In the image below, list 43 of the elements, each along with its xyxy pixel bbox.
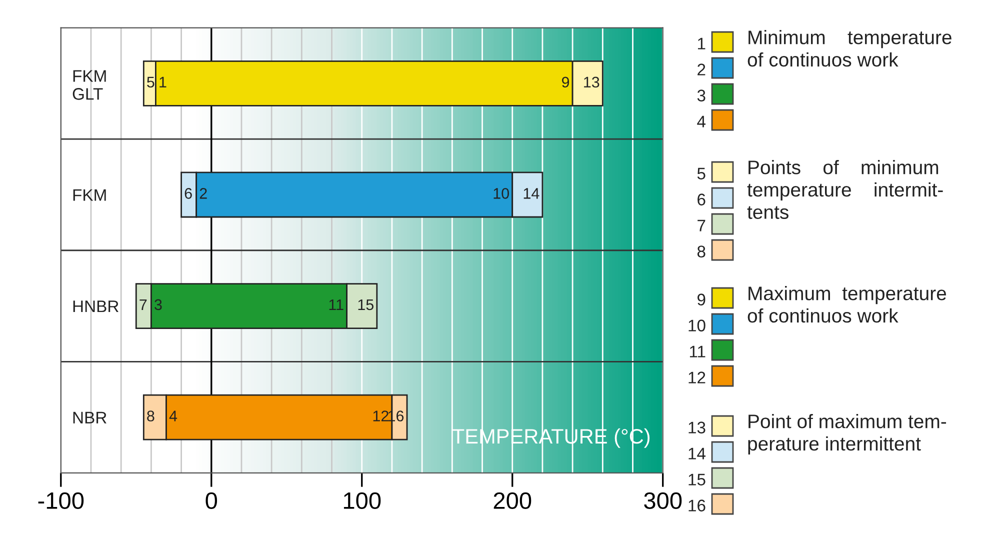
text: 3 xyxy=(697,90,706,102)
y-tick-label: HNBR xyxy=(73,300,118,312)
annotation: 6 xyxy=(184,188,192,199)
annotation: 13 xyxy=(584,76,600,88)
text: Points of minimum temperature intermit- tents xyxy=(747,160,943,219)
y-tick-label: NBR xyxy=(73,412,106,424)
text: 4 xyxy=(697,116,706,128)
text: 11 xyxy=(690,346,706,358)
x-tick-label: 0 xyxy=(206,492,218,510)
text: 6 xyxy=(698,194,706,206)
annotation: 3 xyxy=(154,299,162,310)
annotation: 7 xyxy=(140,299,147,310)
y-tick-label: FKM GLT xyxy=(72,70,106,100)
text: Minimum temperature of continuos work xyxy=(748,30,952,67)
text: 12 xyxy=(698,38,706,76)
x-tick-label: 300 xyxy=(644,492,682,510)
text: 12 xyxy=(688,372,706,384)
annotation: 4 xyxy=(169,410,178,422)
text: 15 xyxy=(688,474,706,486)
text: Maximum temperature of continuos work xyxy=(748,286,946,323)
annotation: 11 xyxy=(329,299,344,310)
text: Point of maximum tem- perature intermittent xyxy=(748,414,946,454)
annotation: 5 xyxy=(147,76,154,88)
x-tick-label: 100 xyxy=(344,492,381,510)
annotation: 14 xyxy=(524,188,540,199)
annotation: 12 xyxy=(373,410,388,422)
text: 16 xyxy=(688,500,706,512)
text: 13 xyxy=(688,422,706,434)
annotation: 2 xyxy=(200,188,207,199)
text: 7 xyxy=(698,220,706,232)
y-tick-label: FKM xyxy=(73,189,106,201)
text: 5 xyxy=(697,168,706,180)
annotation: 10 xyxy=(494,188,509,199)
text: 8 xyxy=(697,246,706,258)
x-tick-label: 200 xyxy=(494,492,532,510)
annotation: 1 xyxy=(160,76,166,88)
annotation: 9 xyxy=(562,76,570,88)
text: 9 xyxy=(698,294,706,306)
text: 14 xyxy=(688,448,706,460)
x-tick-label: -100 xyxy=(38,492,84,510)
annotation: 8 xyxy=(147,410,154,422)
text: 10 xyxy=(688,320,706,332)
annotation: 15 xyxy=(358,299,374,310)
